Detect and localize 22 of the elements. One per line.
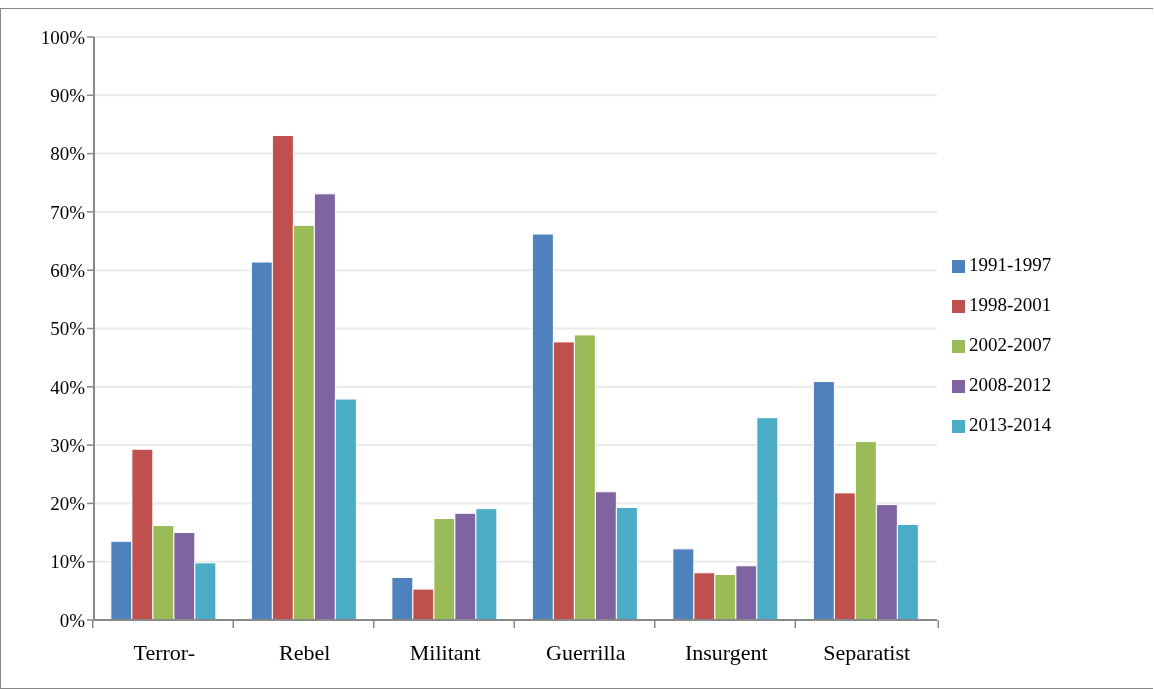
legend-label: 2002-2007 <box>969 333 1052 355</box>
x-tick-label: Rebel <box>279 640 331 665</box>
y-tick-label: 90% <box>50 85 86 107</box>
x-tick-label: Militant <box>409 640 481 665</box>
y-tick-label: 70% <box>50 201 86 223</box>
y-tick-label: 20% <box>50 493 86 515</box>
legend-label: 2008-2012 <box>969 373 1052 395</box>
y-tick-label: 60% <box>50 259 86 281</box>
x-tick-label: Insurgent <box>684 640 768 665</box>
x-tick-label: Guerrilla <box>546 640 626 665</box>
y-tick-label: 80% <box>50 143 86 165</box>
legend-label: 2013-2014 <box>969 413 1052 435</box>
x-tick-label: Separatist <box>823 640 911 665</box>
x-tick-label: Terror- <box>133 640 196 665</box>
legend-label: 1991-1997 <box>969 253 1052 275</box>
y-tick-label: 0% <box>59 609 86 631</box>
y-tick-label: 30% <box>50 434 86 456</box>
y-tick-label: 10% <box>50 551 86 573</box>
legend-label: 1998-2001 <box>969 293 1052 315</box>
y-tick-label: 40% <box>50 376 86 398</box>
y-tick-label: 100% <box>40 26 86 48</box>
y-tick-label: 50% <box>50 318 86 340</box>
